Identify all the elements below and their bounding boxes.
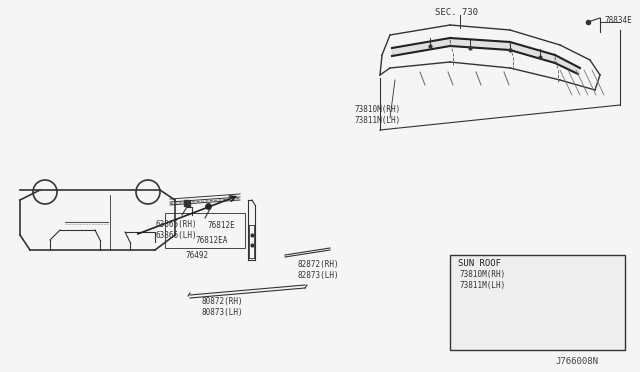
- Text: SUN ROOF: SUN ROOF: [458, 259, 501, 267]
- Polygon shape: [450, 38, 510, 50]
- Polygon shape: [510, 42, 555, 63]
- Text: 76812E: 76812E: [208, 221, 236, 230]
- Bar: [165, 213, 245, 248]
- Text: 82872(RH)
82873(LH): 82872(RH) 82873(LH): [298, 260, 340, 280]
- Text: 73810M(RH)
73811M(LH): 73810M(RH) 73811M(LH): [355, 105, 401, 125]
- Text: J766008N: J766008N: [555, 357, 598, 366]
- Text: 63865(RH)
63866(LH): 63865(RH) 63866(LH): [155, 220, 196, 240]
- Text: 73810M(RH)
73811M(LH): 73810M(RH) 73811M(LH): [460, 270, 506, 290]
- Bar: [450, 255, 625, 350]
- Polygon shape: [555, 55, 580, 74]
- Polygon shape: [392, 38, 450, 56]
- Text: 80872(RH)
80873(LH): 80872(RH) 80873(LH): [202, 297, 244, 317]
- Text: SEC. 730: SEC. 730: [435, 7, 478, 16]
- Text: 76812EA: 76812EA: [195, 235, 227, 244]
- Text: 76492: 76492: [185, 250, 208, 260]
- Text: 78834E: 78834E: [605, 16, 633, 25]
